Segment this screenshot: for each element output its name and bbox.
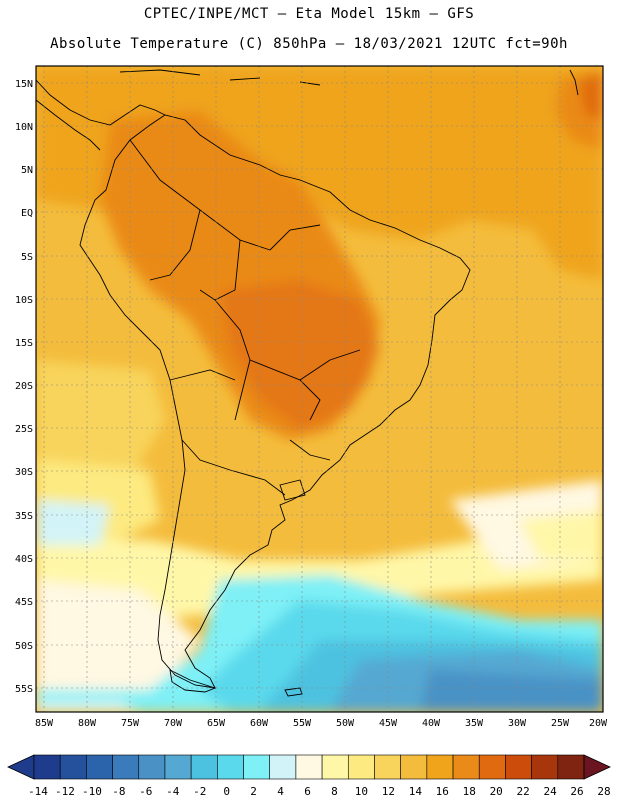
colorbar-cell xyxy=(59,754,87,780)
lat-label: 55S xyxy=(15,684,33,695)
lon-label: 80W xyxy=(78,718,97,729)
colorbar-cell xyxy=(374,754,401,780)
lon-label: 70W xyxy=(164,718,183,729)
lon-label: 30W xyxy=(508,718,527,729)
lat-label: 45S xyxy=(15,597,33,608)
lat-label: 15S xyxy=(15,338,33,349)
lon-label: 45W xyxy=(379,718,398,729)
lat-label: 15N xyxy=(15,79,33,90)
temperature-field xyxy=(36,66,603,712)
colorbar-cell xyxy=(138,754,166,780)
colorbar-cell xyxy=(321,754,349,780)
colorbar-label: -14 xyxy=(28,785,48,798)
colorbar-left-arrow xyxy=(7,754,35,780)
colorbar-label: 6 xyxy=(304,785,311,798)
colorbar-cell xyxy=(452,754,480,780)
colorbar-cell xyxy=(190,754,218,780)
country-borders xyxy=(129,139,361,496)
lat-label: 25S xyxy=(15,424,33,435)
colorbar-cell xyxy=(33,754,61,780)
title-line-2: Absolute Temperature (C) 850hPa – 18/03/… xyxy=(50,36,568,52)
lat-label: 50S xyxy=(15,641,33,652)
caribbean-islands xyxy=(119,69,579,96)
central-america-coastline xyxy=(36,79,166,151)
colorbar-label: 26 xyxy=(570,785,583,798)
colorbar-label: 14 xyxy=(409,785,423,798)
latitude-labels: 15N 10N 5N EQ 5S 10S 15S 20S 25S 30S 35S… xyxy=(15,79,33,695)
falklands xyxy=(284,687,303,697)
colorbar-label: -8 xyxy=(112,785,125,798)
colorbar: -14 -12 -10 -8 -6 -4 -2 0 2 4 6 8 10 12 14 16 18 20 22 24 26… xyxy=(7,754,611,798)
colorbar-cell xyxy=(426,754,454,780)
tierra-del-fuego xyxy=(169,669,217,693)
lat-label: 5S xyxy=(21,252,33,263)
colorbar-label: 0 xyxy=(223,785,230,798)
colorbar-label: -2 xyxy=(193,785,206,798)
colorbar-cell xyxy=(505,754,532,780)
colorbar-label: 24 xyxy=(543,785,557,798)
colorbar-label: -10 xyxy=(82,785,102,798)
lat-label: 40S xyxy=(15,554,33,565)
lagoon xyxy=(279,479,306,501)
colorbar-label: 16 xyxy=(436,785,449,798)
colorbar-label: -4 xyxy=(166,785,180,798)
lon-label: 75W xyxy=(121,718,140,729)
colorbar-cell xyxy=(164,754,192,780)
lat-label: EQ xyxy=(21,208,33,219)
lon-label: 40W xyxy=(422,718,441,729)
lat-label: 35S xyxy=(15,511,33,522)
colorbar-cell xyxy=(112,754,140,780)
colorbar-cell xyxy=(295,754,323,780)
colorbar-label: 8 xyxy=(331,785,338,798)
lat-label: 10N xyxy=(15,122,33,133)
colorbar-cell xyxy=(347,754,375,780)
lat-label: 30S xyxy=(15,467,33,478)
map-frame xyxy=(35,65,604,713)
lon-label: 20W xyxy=(589,718,608,729)
colorbar-cell xyxy=(243,754,271,780)
lon-label: 35W xyxy=(465,718,484,729)
lon-label: 50W xyxy=(336,718,355,729)
colorbar-cell xyxy=(531,754,559,780)
lon-label: 85W xyxy=(35,718,54,729)
colorbar-cell xyxy=(478,754,506,780)
colorbar-label: 2 xyxy=(250,785,257,798)
colorbar-cell xyxy=(217,754,244,780)
south-america-coastline xyxy=(79,114,471,689)
lon-label: 25W xyxy=(551,718,570,729)
colorbar-cell xyxy=(86,754,113,780)
longitude-labels: 85W 80W 75W 70W 65W 60W 55W 50W 45W 40W … xyxy=(35,718,608,729)
lat-label: 5N xyxy=(21,165,33,176)
colorbar-right-arrow xyxy=(583,754,611,780)
colorbar-cell xyxy=(269,754,297,780)
colorbar-label: 18 xyxy=(463,785,476,798)
colorbar-label: 22 xyxy=(517,785,530,798)
lon-label: 55W xyxy=(293,718,312,729)
coastlines xyxy=(36,69,579,697)
colorbar-cell xyxy=(557,754,585,780)
colorbar-labels: -14 -12 -10 -8 -6 -4 -2 0 2 4 6 8 10 12 14 16 18 20 22 24 26… xyxy=(28,785,611,798)
colorbar-label: 10 xyxy=(355,785,368,798)
colorbar-label: 28 xyxy=(597,785,610,798)
lon-label: 65W xyxy=(207,718,226,729)
colorbar-cells xyxy=(33,754,585,780)
colorbar-label: -6 xyxy=(139,785,152,798)
colorbar-cell xyxy=(400,754,428,780)
colorbar-label: -12 xyxy=(55,785,75,798)
colorbar-label: 12 xyxy=(382,785,395,798)
colorbar-label: 4 xyxy=(277,785,284,798)
colorbar-label: 20 xyxy=(490,785,503,798)
title-line-1: CPTEC/INPE/MCT – Eta Model 15km – GFS xyxy=(143,6,475,22)
lat-label: 20S xyxy=(15,381,33,392)
lon-label: 60W xyxy=(250,718,269,729)
lat-label: 10S xyxy=(15,295,33,306)
